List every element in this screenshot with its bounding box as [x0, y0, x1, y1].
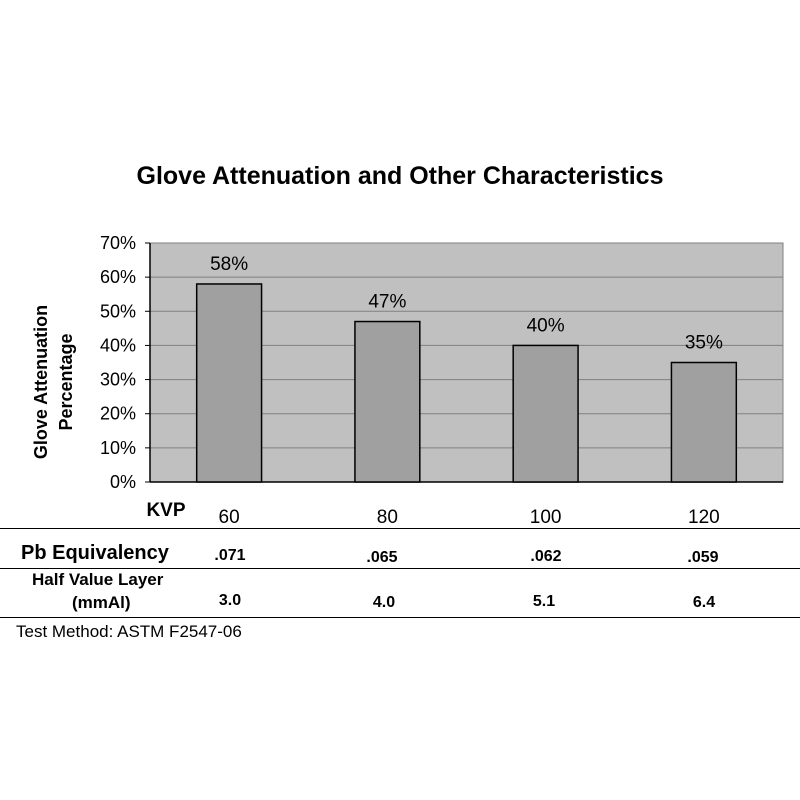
data-label: 40%	[527, 315, 565, 336]
y-tick-label: 40%	[100, 335, 136, 355]
bar-kvp-60	[195, 283, 263, 483]
bar-kvp-120	[670, 361, 738, 483]
bar-kvp-100	[512, 344, 579, 483]
y-tick-label: 30%	[100, 370, 136, 390]
y-tick-label: 50%	[100, 301, 136, 321]
y-tick-label: 10%	[100, 438, 136, 458]
half-value-layer-value: 5.1	[532, 593, 556, 610]
y-axis-title-line-2: Percentage	[56, 333, 76, 430]
table-divider-bottom	[0, 617, 800, 618]
x-tick-label: 120	[688, 507, 720, 528]
half-value-layer-label: Half Value Layer	[32, 570, 164, 589]
half-value-layer-value: 4.0	[372, 594, 396, 611]
y-axis-title-line-1: Glove Attenuation	[31, 305, 51, 459]
pb-equivalency-value: .062	[530, 548, 562, 565]
bars	[195, 283, 738, 483]
test-method-footnote: Test Method: ASTM F2547-06	[16, 622, 242, 641]
table-divider-mid	[0, 568, 800, 569]
data-label: 58%	[210, 254, 248, 275]
bar-kvp-80	[354, 320, 421, 483]
half-value-layer-value: 6.4	[692, 594, 716, 611]
pb-equivalency-value: .059	[687, 549, 719, 566]
half-value-layer-value: 3.0	[218, 592, 242, 609]
y-tick-label: 20%	[100, 404, 136, 424]
y-tick-label: 0%	[110, 472, 136, 492]
data-label: 35%	[685, 333, 723, 354]
table-divider-top	[0, 528, 800, 529]
half-value-layer-unit: (mmAl)	[72, 593, 131, 612]
y-axis-title: Glove Attenuation Percentage	[31, 305, 76, 459]
pb-equivalency-value: .071	[214, 547, 246, 564]
x-tick-label: 100	[530, 507, 562, 528]
pb-equivalency-label: Pb Equivalency	[21, 542, 169, 564]
data-labels: 58% 47% 40% 35%	[210, 254, 723, 354]
y-axis-ticks: 0% 10% 20% 30% 40% 50% 60% 70%	[100, 233, 783, 492]
x-axis-ticks: 60 80 100 120	[219, 507, 720, 528]
data-label: 47%	[368, 292, 406, 313]
y-tick-label: 60%	[100, 267, 136, 287]
y-tick-label: 70%	[100, 233, 136, 253]
pb-equivalency-value: .065	[366, 549, 398, 566]
x-tick-label: 80	[377, 507, 398, 528]
x-tick-label: 60	[219, 507, 240, 528]
x-axis-title: KVP	[146, 500, 185, 521]
chart-title: Glove Attenuation and Other Characterist…	[136, 162, 664, 190]
